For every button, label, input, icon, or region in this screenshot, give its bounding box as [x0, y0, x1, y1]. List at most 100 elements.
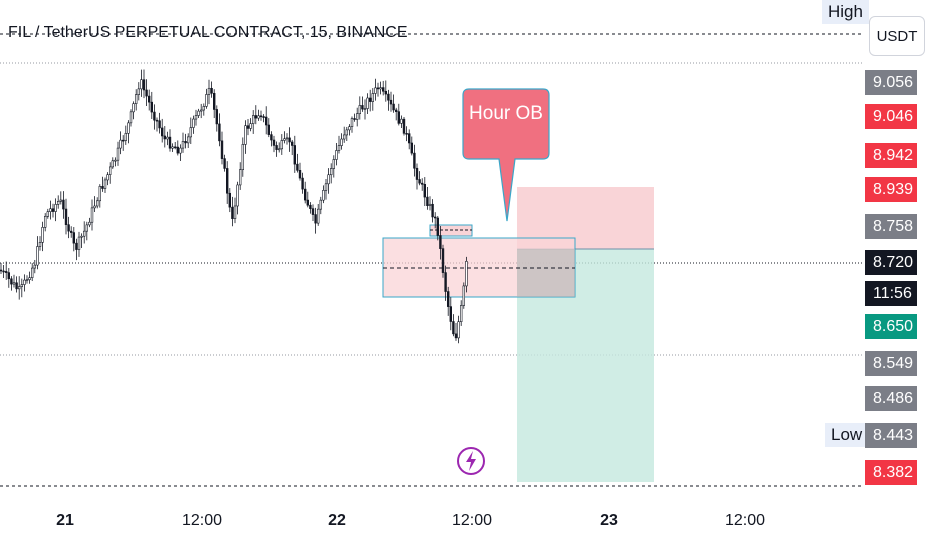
candle-body [62, 199, 65, 210]
candle-body [407, 133, 411, 144]
candle-body [444, 272, 447, 292]
candle-body [457, 321, 460, 339]
candle-body [148, 95, 151, 103]
price-label: 8.720 [865, 250, 917, 275]
candle-body [43, 216, 47, 228]
candle-body [2, 270, 5, 273]
candle-body [332, 159, 335, 169]
candle-body [426, 196, 429, 206]
candle-body [10, 278, 13, 285]
candle-body [316, 208, 320, 224]
candle-body [384, 90, 387, 95]
candle-body [239, 169, 242, 186]
candle-body [454, 333, 458, 339]
candle-body [17, 286, 21, 290]
candle-body [358, 105, 361, 115]
candle-body [301, 177, 304, 190]
candle-body [262, 116, 265, 118]
candle-body [28, 277, 31, 281]
candle-body [368, 97, 372, 102]
candle-body [218, 123, 221, 142]
candle-body [277, 148, 281, 151]
candle-body [314, 214, 317, 224]
candle-body [194, 115, 198, 120]
candle-body [433, 216, 437, 219]
candle-body [161, 127, 164, 137]
candle-body [329, 168, 333, 176]
candle-body [132, 103, 135, 113]
candle-body [275, 145, 278, 150]
candle-body [158, 120, 161, 129]
candle-body [153, 111, 156, 121]
candle-body [64, 208, 68, 225]
currency-selector-button[interactable]: USDT [869, 16, 925, 56]
candle-body [0, 269, 3, 272]
candle-body [184, 141, 187, 144]
candle-body [293, 145, 296, 165]
time-tick-label: 22 [328, 512, 346, 529]
price-label: 8.382 [865, 460, 917, 485]
candle-body [46, 211, 50, 217]
candle-body [400, 118, 403, 124]
candle-body [431, 203, 434, 218]
candle-body [418, 179, 421, 184]
candle-body [93, 205, 96, 209]
candle-body [30, 267, 34, 278]
candle-body [135, 94, 138, 104]
high-label: High [822, 0, 869, 24]
candle-body [67, 224, 70, 232]
candle-body [36, 246, 39, 266]
chart-title: FIL / TetherUS PERPETUAL CONTRACT, 15, B… [8, 24, 408, 41]
price-label: 8.942 [865, 143, 917, 168]
candle-body [285, 137, 289, 140]
candle-body [187, 136, 190, 144]
candle-body [192, 118, 195, 128]
candle-body [246, 125, 250, 129]
candle-body [98, 186, 102, 202]
candle-body [415, 167, 419, 180]
candle-body [200, 109, 203, 112]
candle-body [303, 188, 307, 201]
time-tick-label: 12:00 [181, 512, 223, 529]
candle-body [270, 134, 273, 141]
candle-body [452, 321, 455, 335]
candle-body [122, 139, 125, 142]
candle-body [56, 201, 60, 205]
candle-body [363, 108, 367, 110]
lightning-icon[interactable] [456, 446, 486, 476]
candle-body [309, 204, 312, 209]
price-label: 11:56 [865, 281, 917, 306]
candle-body [423, 183, 426, 198]
candle-body [25, 279, 29, 282]
price-label: 9.046 [865, 104, 917, 129]
candle-body [7, 272, 11, 280]
time-tick-label: 12:00 [451, 512, 493, 529]
candle-body [181, 141, 185, 149]
candle-body [335, 150, 338, 160]
candle-body [20, 284, 23, 287]
candle-body [59, 199, 63, 202]
candle-body [465, 261, 468, 287]
candle-body [54, 204, 57, 212]
candle-body [213, 92, 216, 110]
candle-body [252, 115, 255, 124]
candle-body [241, 144, 244, 170]
candle-body [145, 89, 148, 97]
candle-body [233, 205, 237, 219]
price-label: 8.443 [865, 423, 917, 448]
candle-body [226, 168, 229, 194]
candle-body [12, 282, 16, 285]
candle-body [350, 118, 354, 128]
candle-body [394, 109, 398, 112]
candle-body [228, 192, 231, 208]
candle-body [166, 136, 169, 140]
candle-body [340, 138, 343, 146]
candle-body [327, 174, 330, 185]
candles-group [0, 69, 468, 344]
candle-body [83, 230, 86, 237]
candle-body [174, 146, 177, 149]
callout-bubble [462, 88, 550, 222]
candle-body [387, 93, 390, 101]
price-label: 8.939 [865, 177, 917, 202]
